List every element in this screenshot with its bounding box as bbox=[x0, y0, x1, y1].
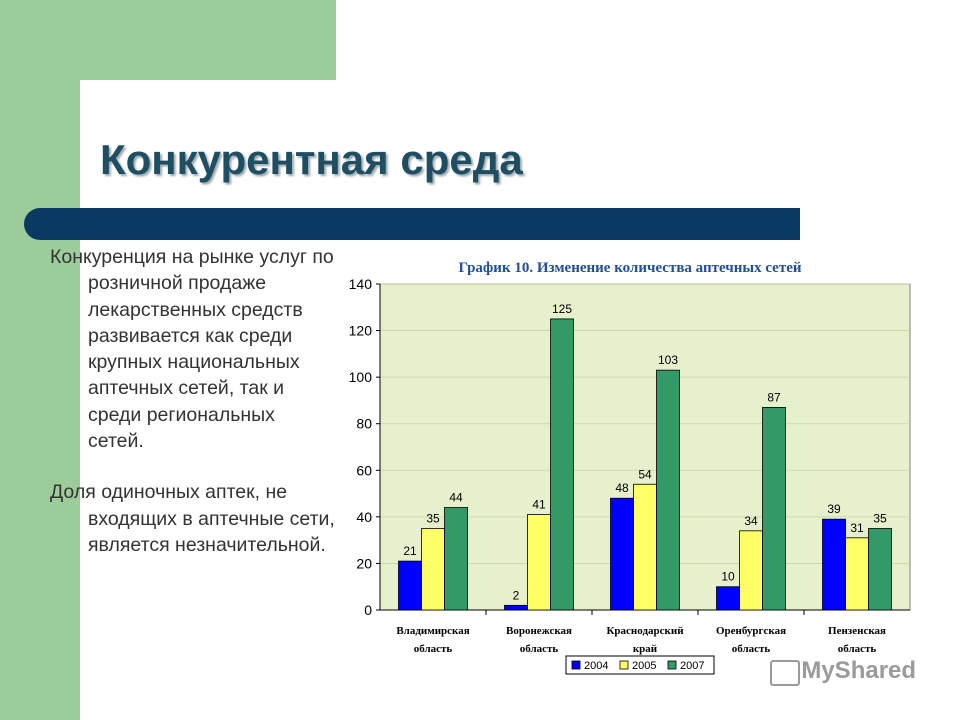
x-tick-label: область bbox=[732, 643, 771, 655]
data-label: 10 bbox=[721, 570, 735, 584]
data-label: 2 bbox=[513, 588, 520, 602]
y-tick-label: 20 bbox=[356, 555, 372, 571]
bar-chart: График 10. Изменение количества аптечных… bbox=[349, 260, 911, 675]
data-label: 39 bbox=[827, 502, 841, 516]
bar bbox=[868, 528, 892, 611]
data-label: 34 bbox=[744, 514, 758, 528]
decorative-rounded-corner bbox=[80, 80, 200, 200]
chart-title: График 10. Изменение количества аптечных… bbox=[458, 260, 801, 276]
data-label: 87 bbox=[767, 390, 781, 404]
bar bbox=[822, 518, 846, 611]
x-tick-label: Воронежская bbox=[506, 625, 572, 637]
decorative-green-strip-top bbox=[0, 0, 336, 80]
data-label: 41 bbox=[532, 498, 546, 512]
legend-label: 2004 bbox=[584, 660, 608, 672]
y-tick-label: 60 bbox=[356, 462, 372, 478]
bar bbox=[610, 497, 634, 611]
legend-label: 2007 bbox=[680, 660, 704, 672]
bar bbox=[762, 407, 786, 611]
watermark-text: MyShared bbox=[801, 657, 917, 684]
y-tick-label: 120 bbox=[349, 323, 373, 339]
title-divider-bar bbox=[24, 208, 800, 240]
x-tick-label: Оренбургская bbox=[716, 625, 786, 637]
x-tick-label: Владимирская bbox=[396, 625, 469, 637]
data-label: 21 bbox=[403, 544, 417, 558]
x-tick-label: область bbox=[838, 643, 877, 655]
y-tick-label: 140 bbox=[349, 276, 373, 292]
bar bbox=[527, 514, 551, 611]
bar bbox=[656, 369, 680, 611]
watermark: MyShared bbox=[768, 657, 916, 685]
decorative-green-strip-left bbox=[0, 0, 80, 720]
bullet-item-2: Доля одиночных аптек, не входящих в апте… bbox=[50, 481, 335, 556]
data-label: 54 bbox=[638, 467, 652, 481]
bar bbox=[845, 537, 869, 611]
bar bbox=[633, 483, 657, 611]
x-tick-label: область bbox=[520, 643, 559, 655]
bullet-item-1: Конкуренция на рынке услуг по розничной … bbox=[50, 246, 334, 453]
data-label: 48 bbox=[615, 481, 629, 495]
x-tick-label: область bbox=[414, 643, 453, 655]
bar bbox=[398, 560, 422, 611]
y-tick-label: 80 bbox=[356, 416, 372, 432]
legend-label: 2005 bbox=[632, 660, 656, 672]
bar bbox=[716, 586, 740, 611]
legend-swatch bbox=[619, 660, 629, 670]
legend-box bbox=[565, 655, 715, 675]
bar bbox=[444, 507, 468, 611]
y-tick-label: 40 bbox=[356, 509, 372, 525]
data-label: 35 bbox=[873, 512, 887, 526]
y-tick-label: 0 bbox=[364, 602, 372, 618]
data-label: 31 bbox=[850, 521, 864, 535]
data-label: 35 bbox=[426, 512, 440, 526]
bar bbox=[739, 530, 763, 611]
x-tick-label: Краснодарский bbox=[606, 625, 684, 637]
x-tick-label: Пензенская bbox=[828, 625, 886, 637]
bullet-list: Конкуренция на рынке услуг по розничной … bbox=[50, 244, 335, 558]
bar bbox=[550, 318, 574, 611]
slide-title: Конкурентная среда bbox=[100, 136, 523, 183]
legend-swatch bbox=[571, 660, 581, 670]
data-label: 103 bbox=[658, 353, 678, 367]
y-tick-label: 100 bbox=[349, 369, 373, 385]
bar bbox=[421, 528, 445, 611]
bar bbox=[504, 604, 528, 611]
data-label: 44 bbox=[449, 491, 463, 505]
legend-swatch bbox=[667, 660, 677, 670]
x-tick-label: край bbox=[633, 643, 658, 655]
watermark-logo-icon bbox=[770, 660, 800, 686]
data-label: 125 bbox=[552, 302, 572, 316]
